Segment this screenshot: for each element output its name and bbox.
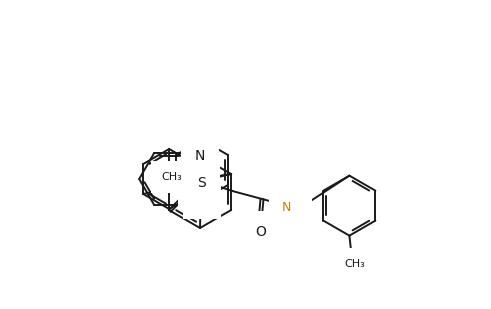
Text: CH₃: CH₃ [344, 259, 365, 269]
Text: H: H [290, 201, 299, 214]
Text: N: N [192, 181, 202, 195]
Text: N: N [195, 149, 205, 163]
Text: CH₃: CH₃ [162, 172, 183, 182]
Text: O: O [255, 225, 266, 239]
Text: N: N [282, 201, 291, 214]
Text: S: S [197, 176, 206, 190]
Text: Cl: Cl [196, 193, 208, 206]
